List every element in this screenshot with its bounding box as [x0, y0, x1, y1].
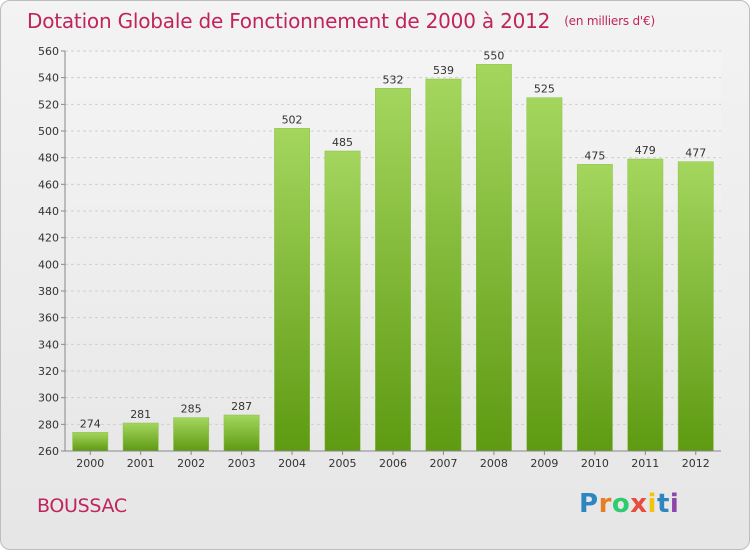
bar-2002 [173, 417, 210, 452]
value-label: 479 [635, 144, 656, 157]
logo-letter: o [611, 489, 631, 519]
value-label: 281 [130, 408, 151, 421]
value-label: 525 [534, 83, 555, 96]
y-tick-label: 540 [38, 72, 59, 85]
y-tick-label: 440 [38, 205, 59, 218]
chart-title-text: Dotation Globale de Fonctionnement de 20… [27, 9, 551, 33]
chart-subtitle: (en milliers d'€) [564, 14, 655, 28]
value-label: 287 [231, 400, 252, 413]
x-tick-label: 2008 [480, 457, 508, 470]
x-tick-label: 2003 [228, 457, 256, 470]
x-tick-label: 2000 [76, 457, 104, 470]
logo-letter: x [630, 489, 648, 519]
bar-2010 [576, 164, 613, 452]
value-label: 502 [282, 113, 303, 126]
x-tick-label: 2006 [379, 457, 407, 470]
x-tick-label: 2007 [429, 457, 457, 470]
y-tick-label: 400 [38, 258, 59, 271]
y-tick-label: 320 [38, 365, 59, 378]
y-tick-label: 380 [38, 285, 59, 298]
proxiti-logo[interactable]: Proxiti [579, 489, 679, 519]
logo-letter: i [647, 489, 657, 519]
x-tick-label: 2012 [682, 457, 710, 470]
bar-2009 [526, 97, 563, 452]
axes: 260 280 300 320 340 360 380 400 420 440 460 480 500 5… [38, 45, 721, 470]
y-tick-label: 300 [38, 392, 59, 405]
y-tick-label: 260 [38, 445, 59, 458]
bar-2007 [425, 78, 462, 452]
y-tick-label: 520 [38, 98, 59, 111]
bar-2006 [375, 88, 411, 452]
y-tick-label: 280 [38, 418, 59, 431]
bar-2012 [677, 161, 714, 452]
x-tick-label: 2005 [329, 457, 357, 470]
bar-2001 [122, 422, 159, 452]
bar-2000 [72, 432, 109, 452]
y-tick-label: 340 [38, 338, 59, 351]
value-label: 475 [584, 149, 605, 162]
bars: 274 281 285 287 502 485 532 539 550 525 475 479 477 [72, 49, 714, 452]
x-tick-label: 2002 [177, 457, 205, 470]
value-label: 285 [181, 403, 202, 416]
y-tick-label: 500 [38, 125, 59, 138]
logo-letter: r [598, 489, 612, 519]
x-tick-label: 2009 [530, 457, 558, 470]
bar-2004 [274, 128, 310, 452]
y-tick-label: 460 [38, 178, 59, 191]
bar-2003 [223, 414, 260, 452]
bar-2008 [476, 64, 512, 452]
x-tick-label: 2010 [581, 457, 609, 470]
logo-letter: P [579, 489, 599, 519]
y-tick-label: 560 [38, 45, 59, 58]
x-tick-label: 2011 [631, 457, 659, 470]
bar-2005 [324, 150, 361, 452]
value-label: 485 [332, 136, 353, 149]
value-label: 274 [80, 417, 101, 430]
logo-letter: i [669, 489, 680, 519]
y-tick-label: 420 [38, 232, 59, 245]
x-tick-label: 2004 [278, 457, 306, 470]
bar-2011 [627, 158, 664, 452]
value-label: 550 [483, 49, 504, 62]
y-tick-label: 480 [38, 152, 59, 165]
x-tick-label: 2001 [127, 457, 155, 470]
commune-name: BOUSSAC [37, 495, 127, 517]
chart-title: Dotation Globale de Fonctionnement de 20… [27, 9, 655, 33]
y-tick-label: 360 [38, 312, 59, 325]
value-label: 532 [383, 73, 404, 86]
value-label: 539 [433, 64, 454, 77]
value-label: 477 [685, 147, 706, 160]
logo-letter: t [656, 489, 670, 519]
